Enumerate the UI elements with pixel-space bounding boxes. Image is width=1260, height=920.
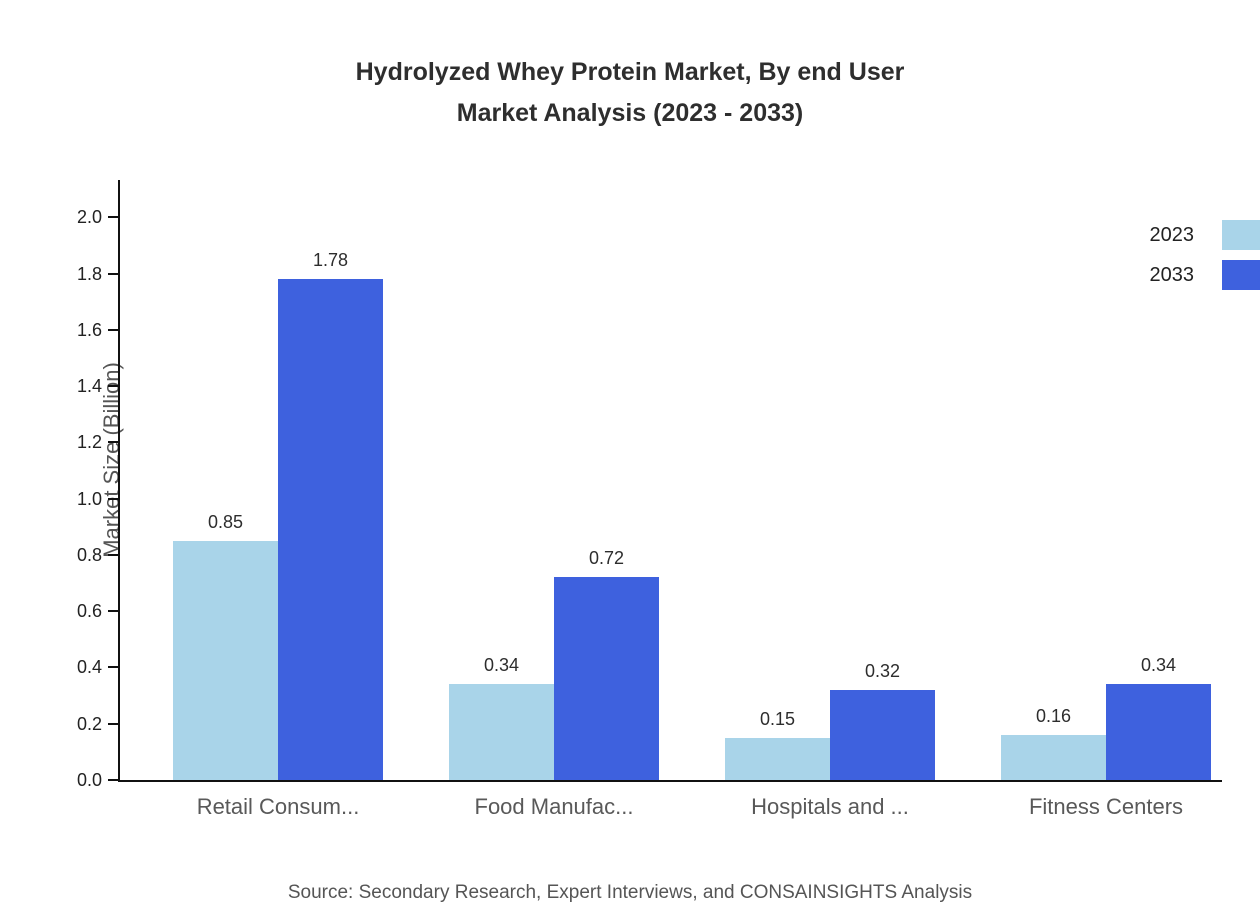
y-axis-tick-mark xyxy=(108,610,118,613)
y-axis-tick-mark xyxy=(108,328,118,331)
chart-title: Hydrolyzed Whey Protein Market, By end U… xyxy=(0,52,1260,134)
x-axis-category-label: Fitness Centers xyxy=(1028,794,1184,819)
plot-area: 0.0 0.2 0.4 0.6 0.8 1.0 1.2 1.4 1.6 1.8 2.0 0.85 1.7… xyxy=(77,180,1222,819)
y-axis-tick-label: 0.6 xyxy=(76,601,102,622)
y-axis-tick-mark xyxy=(108,666,118,669)
bar-2033-1 xyxy=(278,279,383,780)
bar-value-label: 0.85 xyxy=(207,511,244,532)
legend-swatch-icon xyxy=(1222,220,1260,250)
bar-value-label: 0.32 xyxy=(864,660,901,681)
y-axis-tick-label: 1.2 xyxy=(76,432,102,453)
y-axis-tick-mark xyxy=(108,722,118,725)
bar-2023-4 xyxy=(1001,735,1106,780)
bar-2023-3 xyxy=(725,737,830,780)
bar-value-label: 0.15 xyxy=(759,708,796,729)
y-axis-tick-label: 0.8 xyxy=(76,544,102,565)
y-axis-tick-label: 0.2 xyxy=(76,713,102,734)
bar-2033-3 xyxy=(830,689,935,780)
y-axis-tick-mark xyxy=(108,497,118,500)
x-axis-category-label: Retail Consum... xyxy=(196,794,360,819)
legend: 2023 2033 xyxy=(1150,220,1260,300)
y-axis-tick-label: 1.8 xyxy=(76,263,102,284)
bar-value-label: 0.16 xyxy=(1035,706,1072,726)
y-axis-tick-label: 0.4 xyxy=(76,657,102,678)
y-axis-tick-label: 1.6 xyxy=(76,319,102,340)
bar-value-label: 0.34 xyxy=(483,655,520,676)
legend-swatch-icon xyxy=(1222,260,1260,290)
bar-2023-1 xyxy=(173,540,278,780)
source-text: Source: Secondary Research, Expert Inter… xyxy=(287,882,973,903)
y-axis-tick-mark xyxy=(108,441,118,444)
chart-title-line-1: Hydrolyzed Whey Protein Market, By end U… xyxy=(355,58,905,86)
x-axis-category-label: Food Manufac... xyxy=(474,794,634,819)
y-axis-tick-label: 1.4 xyxy=(76,376,102,397)
y-axis-tick-mark xyxy=(108,553,118,556)
bar-2033-4 xyxy=(1106,684,1211,780)
bar-value-label: 1.78 xyxy=(312,250,349,271)
legend-label: 2023 xyxy=(1149,223,1195,246)
legend-label: 2033 xyxy=(1149,263,1195,286)
y-axis-tick-mark xyxy=(108,272,118,275)
y-axis-tick-label: 0.0 xyxy=(76,770,102,790)
legend-item-2023: 2023 xyxy=(1150,220,1260,250)
legend-item-2033: 2033 xyxy=(1150,260,1260,290)
chart-title-line-2: Market Analysis (2023 - 2033) xyxy=(456,99,804,127)
bar-2033-2 xyxy=(554,577,659,780)
y-axis-tick-mark xyxy=(108,216,118,219)
bar-value-label: 0.34 xyxy=(1140,655,1177,676)
y-axis-tick-label: 2.0 xyxy=(76,207,102,228)
y-axis-tick-label: 1.0 xyxy=(76,488,102,509)
x-axis-category-label: Hospitals and ... xyxy=(751,794,909,819)
y-axis-tick-mark xyxy=(108,385,118,388)
y-axis-tick-mark xyxy=(108,779,118,781)
bar-2023-2 xyxy=(449,684,554,780)
bar-value-label: 0.72 xyxy=(588,548,625,569)
